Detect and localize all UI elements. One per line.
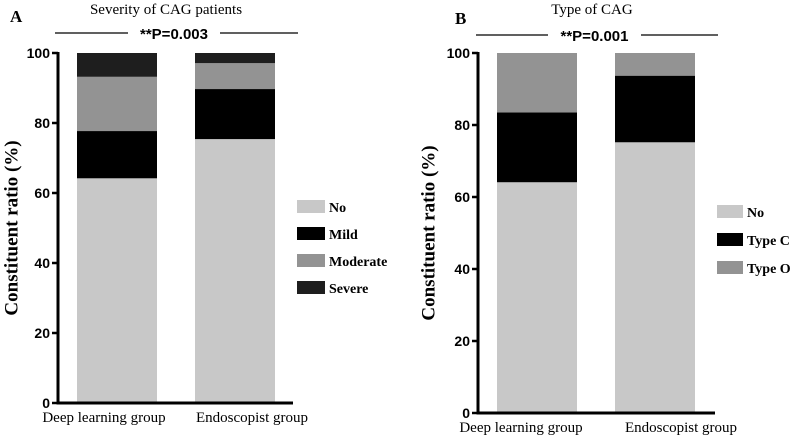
bar-segment-severe — [77, 53, 157, 77]
y-tick-label: 100 — [447, 45, 471, 61]
y-tick-label: 80 — [454, 117, 470, 133]
bar-segment-mild — [77, 131, 157, 179]
legend-swatch-type-c — [717, 233, 743, 246]
bar-segment-type-c — [615, 75, 695, 143]
y-tick-label: 60 — [34, 185, 50, 201]
legend-swatch-no — [717, 205, 743, 218]
legend-swatch-type-o — [717, 261, 743, 274]
bar-segment-moderate — [195, 63, 275, 90]
y-tick-label: 100 — [27, 45, 51, 61]
legend-label: Type O — [747, 262, 791, 277]
x-tick-label: Endoscopist group — [196, 410, 308, 426]
y-tick-label: 60 — [454, 189, 470, 205]
bar-segment-severe — [195, 53, 275, 64]
y-tick-label: 0 — [42, 395, 50, 411]
legend-swatch-moderate — [297, 254, 325, 267]
legend: No Type C Type O — [717, 205, 791, 277]
bar-segment-no — [615, 142, 695, 413]
legend-swatch-no — [297, 200, 325, 213]
bar-segment-type-o — [497, 53, 577, 113]
bar-segment-no — [195, 139, 275, 403]
panel-label: A — [10, 7, 23, 26]
chart-title: Severity of CAG patients — [90, 2, 242, 18]
legend-label: Severe — [329, 282, 368, 297]
legend-label: Moderate — [329, 255, 387, 270]
x-tick-label: Endoscopist group — [625, 420, 737, 435]
bar-segment-type-o — [615, 53, 695, 76]
legend-swatch-severe — [297, 281, 325, 294]
legend-swatch-mild — [297, 227, 325, 240]
chart-panel-b: B Type of CAG **P=0.001 Deep learning group… — [419, 2, 791, 435]
y-tick-label: 80 — [34, 115, 50, 131]
y-axis-label: Constituent ratio (%) — [419, 145, 440, 320]
y-tick-label: 20 — [34, 325, 50, 341]
bar-segment-type-c — [497, 112, 577, 183]
significance-annotation: **P=0.003 — [140, 26, 208, 43]
legend-label: Mild — [329, 228, 358, 243]
y-tick-label: 40 — [34, 255, 50, 271]
legend-label: No — [329, 201, 346, 216]
chart-title: Type of CAG — [551, 2, 633, 18]
y-axis-label: Constituent ratio (%) — [2, 140, 23, 315]
y-tick-label: 20 — [454, 333, 470, 349]
y-tick-label: 0 — [462, 405, 470, 421]
panel-label: B — [455, 9, 466, 28]
significance-annotation: **P=0.001 — [561, 28, 629, 45]
bar-segment-no — [497, 182, 577, 413]
legend-label: Type C — [747, 234, 790, 249]
x-tick-label: Deep learning group — [42, 410, 165, 426]
x-tick-label: Deep learning group — [459, 420, 582, 435]
bar-segment-moderate — [77, 76, 157, 132]
legend-label: No — [747, 206, 764, 221]
bar-segment-no — [77, 178, 157, 403]
legend: No Mild Moderate Severe — [297, 200, 387, 297]
chart-panel-a: A Severity of CAG patients **P=0.003 Deep l… — [2, 2, 388, 426]
y-tick-label: 40 — [454, 261, 470, 277]
bar-segment-mild — [195, 89, 275, 140]
